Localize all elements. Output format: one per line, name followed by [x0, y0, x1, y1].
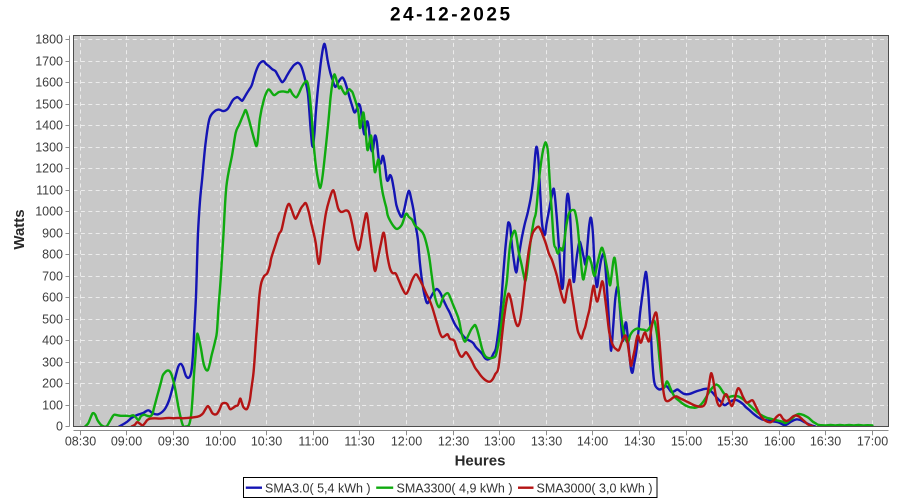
svg-text:16:00: 16:00 [764, 434, 795, 448]
svg-text:400: 400 [42, 334, 63, 348]
svg-text:12:30: 12:30 [438, 434, 469, 448]
svg-text:200: 200 [42, 377, 63, 391]
svg-text:15:00: 15:00 [671, 434, 702, 448]
svg-text:Heures: Heures [455, 452, 506, 469]
svg-text:600: 600 [42, 291, 63, 305]
svg-text:11:00: 11:00 [298, 434, 328, 448]
svg-text:500: 500 [42, 313, 63, 327]
svg-text:14:30: 14:30 [624, 434, 655, 448]
svg-text:11:30: 11:30 [344, 434, 374, 448]
svg-text:10:30: 10:30 [251, 434, 282, 448]
svg-text:15:30: 15:30 [717, 434, 748, 448]
svg-text:13:30: 13:30 [531, 434, 562, 448]
svg-text:1200: 1200 [35, 162, 63, 176]
svg-text:SMA3300( 4,9 kWh ): SMA3300( 4,9 kWh ) [397, 481, 513, 495]
svg-text:08:30: 08:30 [65, 434, 96, 448]
svg-text:16:30: 16:30 [810, 434, 841, 448]
svg-text:900: 900 [42, 227, 63, 241]
svg-text:0: 0 [56, 420, 63, 434]
svg-text:800: 800 [42, 248, 63, 262]
svg-text:100: 100 [42, 399, 63, 413]
svg-text:1100: 1100 [36, 184, 63, 198]
svg-text:Watts: Watts [11, 209, 28, 249]
svg-text:09:30: 09:30 [158, 434, 189, 448]
svg-text:300: 300 [42, 356, 63, 370]
svg-text:SMA3.0( 5,4 kWh ): SMA3.0( 5,4 kWh ) [265, 481, 371, 495]
svg-text:1300: 1300 [35, 141, 63, 155]
svg-text:1400: 1400 [35, 119, 63, 133]
svg-text:700: 700 [42, 270, 63, 284]
svg-text:1600: 1600 [35, 76, 63, 90]
svg-text:14:00: 14:00 [577, 434, 608, 448]
svg-text:SMA3000( 3,0 kWh ): SMA3000( 3,0 kWh ) [537, 481, 653, 495]
svg-text:1700: 1700 [35, 55, 63, 69]
svg-text:13:00: 13:00 [484, 434, 515, 448]
svg-text:1800: 1800 [35, 33, 63, 47]
svg-text:24-12-2025: 24-12-2025 [390, 5, 513, 26]
svg-text:10:00: 10:00 [205, 434, 236, 448]
svg-text:1000: 1000 [35, 205, 63, 219]
svg-text:09:00: 09:00 [111, 434, 142, 448]
svg-text:12:00: 12:00 [391, 434, 422, 448]
svg-text:1500: 1500 [35, 98, 63, 112]
svg-text:17:00: 17:00 [857, 434, 888, 448]
